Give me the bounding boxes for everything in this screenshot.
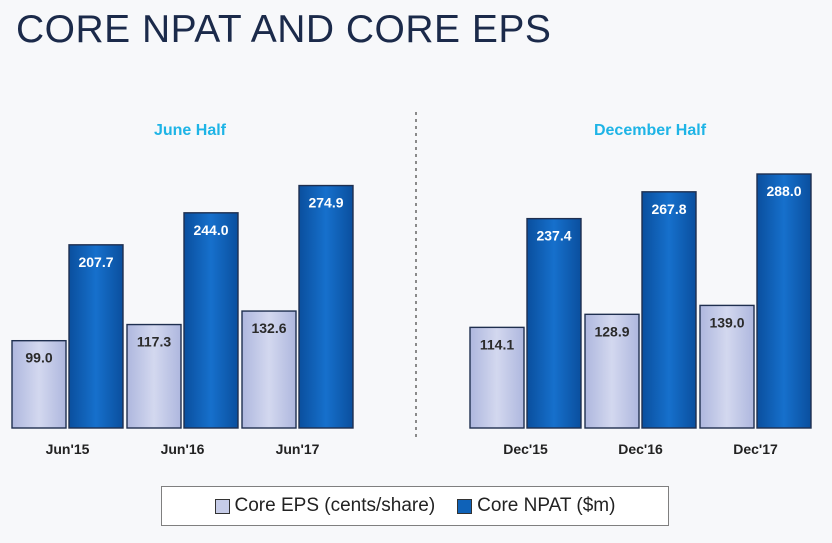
legend-label-npat: Core NPAT ($m) xyxy=(477,495,616,516)
legend-item-npat: Core NPAT ($m) xyxy=(457,495,615,517)
legend-item-eps: Core EPS (cents/share) xyxy=(214,495,436,517)
bar-npat-p2-2 xyxy=(641,191,697,429)
core-npat-eps-chart: June Half 99.0 207.7 Jun'15 117.3 244.0 Jun'16… xyxy=(11,112,812,457)
panel-title-1: June Half xyxy=(154,122,227,139)
bar-eps-p1-3 xyxy=(241,310,297,429)
bar-eps-p1-1 xyxy=(11,339,67,429)
bar-npat-p2-1 xyxy=(526,217,582,429)
category-label-p2-2: Dec'16 xyxy=(618,441,663,457)
chart-legend: Core EPS (cents/share) Core NPAT ($m) xyxy=(161,486,669,526)
category-label-p1-2: Jun'16 xyxy=(161,441,205,457)
data-label-eps-p2-3: 139.0 xyxy=(709,314,744,330)
category-label-p1-3: Jun'17 xyxy=(276,441,320,457)
data-label-eps-p2-2: 128.9 xyxy=(594,323,629,339)
data-label-eps-p2-1: 114.1 xyxy=(480,336,514,352)
bar-eps-p1-2 xyxy=(126,323,182,429)
data-label-eps-p1-1: 99.0 xyxy=(25,350,52,366)
data-label-npat-p1-2: 244.0 xyxy=(193,222,228,238)
page-title: CORE NPAT AND CORE EPS xyxy=(16,8,552,51)
data-label-npat-p2-3: 288.0 xyxy=(766,183,801,199)
data-label-eps-p1-2: 117.3 xyxy=(137,334,171,350)
bar-npat-p1-2 xyxy=(183,212,239,429)
data-label-eps-p1-3: 132.6 xyxy=(251,320,286,336)
bar-eps-p2-3 xyxy=(699,304,755,429)
data-label-npat-p1-1: 207.7 xyxy=(78,254,113,270)
bar-npat-p2-3 xyxy=(756,173,812,429)
panel-title-2: December Half xyxy=(594,122,707,139)
data-label-npat-p2-1: 237.4 xyxy=(536,228,571,244)
category-label-p2-3: Dec'17 xyxy=(733,441,778,457)
bar-npat-p1-3 xyxy=(298,184,354,429)
legend-label-eps: Core EPS (cents/share) xyxy=(234,495,436,516)
data-label-npat-p1-3: 274.9 xyxy=(308,195,343,211)
legend-swatch-npat xyxy=(457,498,473,514)
legend-swatch-eps xyxy=(214,498,230,514)
bar-eps-p2-1 xyxy=(469,326,525,429)
data-label-npat-p2-2: 267.8 xyxy=(651,201,686,217)
bar-npat-p1-1 xyxy=(68,244,124,429)
category-label-p2-1: Dec'15 xyxy=(503,441,548,457)
bar-eps-p2-2 xyxy=(584,313,640,429)
category-label-p1-1: Jun'15 xyxy=(46,441,90,457)
